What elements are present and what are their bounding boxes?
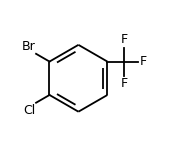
Text: Cl: Cl (23, 104, 35, 117)
Text: Br: Br (22, 40, 35, 53)
Text: F: F (121, 33, 128, 46)
Text: F: F (121, 77, 128, 90)
Text: F: F (140, 55, 147, 68)
